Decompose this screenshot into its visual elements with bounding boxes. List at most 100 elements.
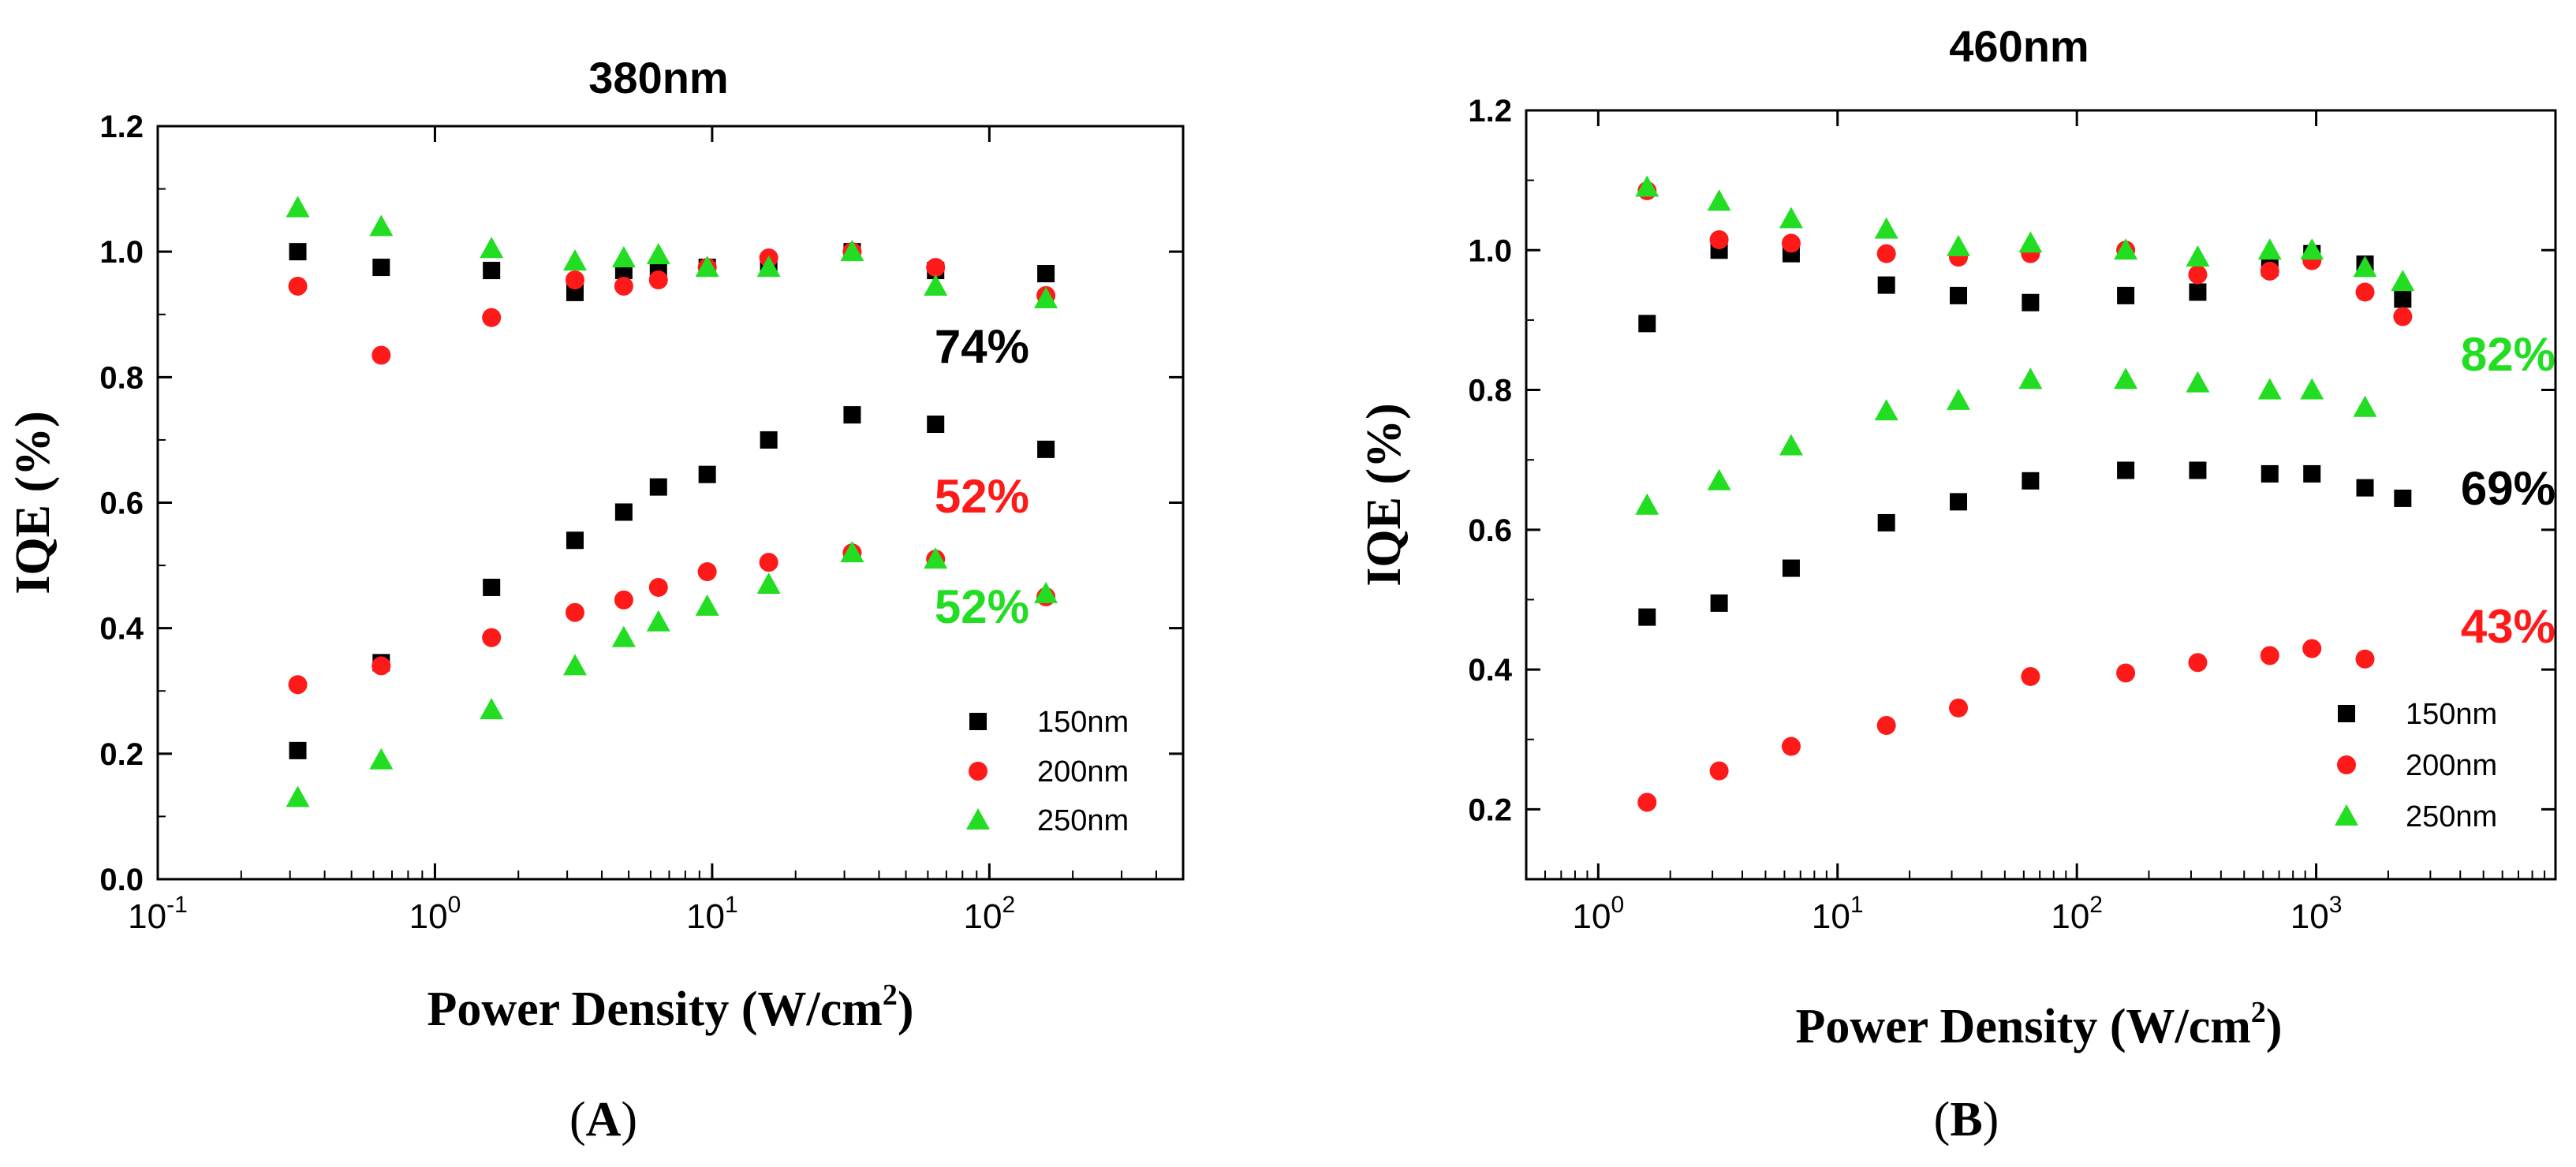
data-point-200nm <box>565 270 584 289</box>
chart-title: 380nm <box>588 53 728 103</box>
data-point-200nm <box>2355 282 2375 302</box>
annotation-150nm: 74% <box>935 320 1029 373</box>
y-tick-label: 1.0 <box>99 235 144 270</box>
data-point-250nm <box>2114 367 2138 390</box>
y-tick-label: 0.0 <box>99 863 144 897</box>
data-point-250nm <box>1947 388 1971 410</box>
legend-marker-150nm <box>2338 705 2355 722</box>
data-point-150nm <box>1710 594 1728 612</box>
data-point-150nm <box>1950 493 1968 511</box>
x-tick-label: 100 <box>1573 892 1625 936</box>
data-point-200nm <box>2188 653 2208 673</box>
x-tick-label: 101 <box>686 892 738 936</box>
data-point-200nm <box>697 562 717 582</box>
data-point-150nm <box>483 578 501 596</box>
data-point-250nm <box>1874 217 1898 239</box>
data-point-250nm <box>1707 468 1731 490</box>
data-point-200nm <box>1709 761 1729 781</box>
data-point-150nm <box>1037 440 1055 458</box>
legend-marker-200nm <box>969 762 987 781</box>
data-point-250nm <box>2257 378 2282 400</box>
data-point-200nm <box>614 590 633 610</box>
data-point-200nm <box>371 345 391 365</box>
chart-A: 380nm 0.0 0.2 0.4 0.6 0.8 1.0 1.2 10-1 100 101 102 I… <box>6 53 1185 1146</box>
data-point-200nm <box>648 270 668 289</box>
data-point-150nm <box>1638 608 1656 626</box>
data-point-200nm <box>1709 229 1729 249</box>
data-point-250nm <box>2300 238 2324 260</box>
data-point-250nm <box>286 785 310 807</box>
data-point-250nm <box>924 274 948 296</box>
y-tick-label: 0.8 <box>1468 374 1512 408</box>
data-point-200nm <box>614 276 633 296</box>
legend-label-250nm: 250nm <box>2406 800 2497 833</box>
annotation-200nm: 52% <box>935 470 1029 523</box>
data-point-150nm <box>2117 286 2135 304</box>
data-point-250nm <box>1635 175 1659 197</box>
y-tick-label: 1.2 <box>99 110 144 144</box>
data-point-200nm <box>2393 307 2413 326</box>
data-point-250nm <box>480 698 504 720</box>
data-point-150nm <box>372 259 390 277</box>
data-point-150nm <box>1037 265 1055 283</box>
data-point-200nm <box>648 577 668 597</box>
legend-label-150nm: 150nm <box>2406 698 2497 731</box>
data-point-250nm <box>646 243 670 265</box>
data-point-150nm <box>1638 315 1656 333</box>
data-point-150nm <box>2022 293 2040 311</box>
data-point-150nm <box>483 262 501 280</box>
data-point-200nm <box>2302 639 2322 658</box>
data-point-200nm <box>2188 265 2208 285</box>
data-point-150nm <box>760 431 778 449</box>
data-point-200nm <box>2260 261 2279 281</box>
data-point-250nm <box>1707 189 1731 211</box>
data-point-250nm <box>1947 234 1971 256</box>
x-axis-label: Power Density (W/cm2) <box>427 979 913 1036</box>
data-point-250nm <box>286 196 310 218</box>
data-point-150nm <box>566 531 584 550</box>
legend-label-250nm: 250nm <box>1037 804 1129 837</box>
data-point-150nm <box>289 741 307 759</box>
data-point-250nm <box>840 541 864 563</box>
y-tick-label: 1.0 <box>1468 233 1512 268</box>
data-point-250nm <box>1779 207 1803 229</box>
series-150nm <box>1638 461 2412 626</box>
series-200nm <box>1637 639 2375 812</box>
data-point-150nm <box>843 406 861 424</box>
y-tick-label: 0.8 <box>99 360 144 395</box>
data-point-250nm <box>2353 255 2377 278</box>
data-point-150nm <box>698 465 716 483</box>
annotation-250nm: 82% <box>2461 328 2555 381</box>
data-point-200nm <box>1637 792 1657 812</box>
data-point-200nm <box>1949 698 1969 718</box>
data-point-150nm <box>2303 464 2321 483</box>
chart-title: 460nm <box>1949 21 2089 71</box>
data-point-150nm <box>1877 276 1895 294</box>
data-point-150nm <box>2394 290 2412 308</box>
data-point-250nm <box>1874 399 1898 421</box>
y-tick-label: 1.2 <box>1468 94 1512 129</box>
data-point-250nm <box>2114 238 2138 260</box>
series-250nm <box>286 196 1058 308</box>
data-point-200nm <box>1781 233 1801 253</box>
data-point-200nm <box>371 656 391 676</box>
legend-marker-250nm <box>2335 804 2358 826</box>
data-point-200nm <box>759 553 778 572</box>
data-point-200nm <box>2116 663 2136 683</box>
data-point-200nm <box>2021 666 2040 686</box>
y-axis-label: IQE (%) <box>1357 403 1411 587</box>
legend-label-200nm: 200nm <box>1037 755 1129 789</box>
data-point-200nm <box>2355 649 2375 669</box>
series-250nm <box>286 541 1058 807</box>
data-point-250nm <box>1034 286 1058 308</box>
data-point-250nm <box>2391 270 2415 292</box>
data-point-200nm <box>926 258 946 278</box>
data-point-150nm <box>1782 559 1800 577</box>
annotation-150nm: 69% <box>2461 462 2555 515</box>
data-point-150nm <box>2356 479 2374 497</box>
data-point-250nm <box>369 748 394 770</box>
data-point-150nm <box>2189 461 2207 479</box>
x-tick-label: 101 <box>1812 892 1864 936</box>
data-point-250nm <box>2186 371 2210 393</box>
